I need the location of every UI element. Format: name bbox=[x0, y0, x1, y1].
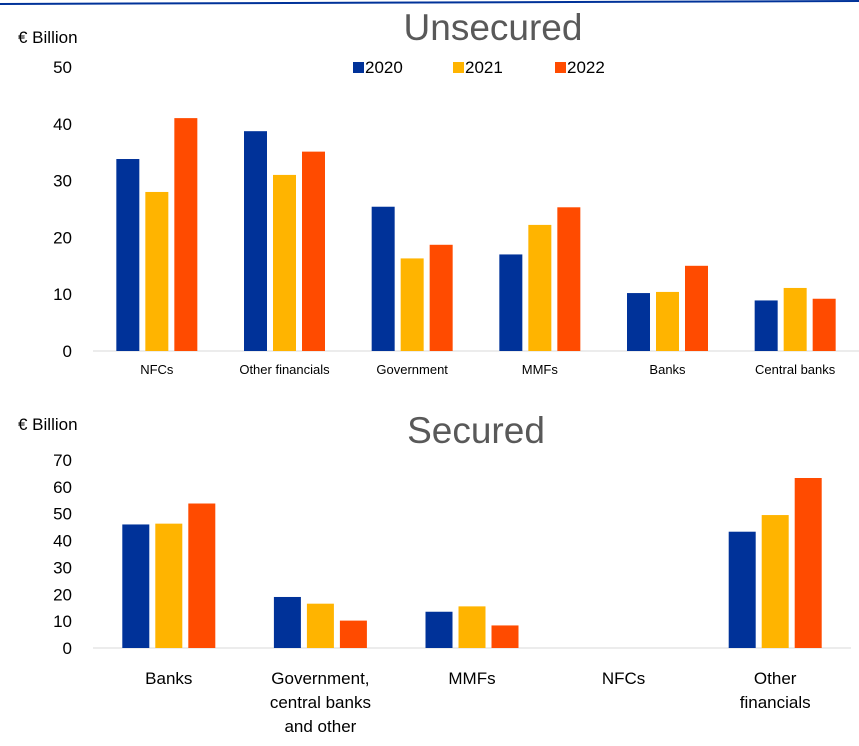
bar bbox=[685, 265, 708, 351]
y-tick-label: 30 bbox=[53, 172, 72, 191]
y-tick-label: 0 bbox=[63, 342, 72, 361]
header-line bbox=[0, 0, 859, 5]
y-tick-label: 70 bbox=[53, 451, 72, 470]
x-tick-label: Banks bbox=[145, 669, 192, 688]
bar bbox=[302, 151, 325, 351]
secured-y-ticks: 0 10 20 30 40 50 60 70 bbox=[53, 451, 72, 658]
bar bbox=[794, 477, 822, 648]
legend-swatch-2021 bbox=[453, 62, 464, 73]
bar bbox=[783, 287, 807, 351]
secured-x-ticks: Banks Government, central banks and other MM… bbox=[145, 669, 810, 736]
x-tick-label: MMFs bbox=[522, 362, 559, 377]
bar bbox=[339, 620, 367, 648]
bar bbox=[188, 503, 216, 648]
bar bbox=[155, 523, 183, 648]
bar bbox=[273, 174, 296, 351]
legend-label-2021: 2021 bbox=[465, 58, 503, 77]
unsecured-title: Unsecured bbox=[404, 7, 583, 48]
y-tick-label: 20 bbox=[53, 585, 72, 604]
x-tick-label: Government, central banks and other bbox=[270, 669, 371, 736]
y-tick-label: 30 bbox=[53, 558, 72, 577]
y-tick-label: 60 bbox=[53, 478, 72, 497]
y-tick-label: 0 bbox=[63, 639, 72, 658]
secured-y-axis-label: € Billion bbox=[18, 415, 78, 434]
unsecured-y-axis-label: € Billion bbox=[18, 28, 78, 47]
bar bbox=[145, 191, 169, 351]
bar bbox=[306, 603, 334, 648]
secured-title: Secured bbox=[407, 410, 545, 451]
bar bbox=[400, 258, 424, 351]
y-tick-label: 40 bbox=[53, 532, 72, 551]
bar bbox=[627, 293, 650, 351]
bar bbox=[116, 159, 140, 351]
bar bbox=[812, 298, 836, 351]
bar bbox=[273, 596, 301, 648]
x-tick-label: Central banks bbox=[755, 362, 836, 377]
unsecured-bars bbox=[93, 118, 859, 352]
bar bbox=[174, 118, 198, 352]
y-tick-label: 10 bbox=[53, 285, 72, 304]
secured-bars bbox=[93, 477, 851, 649]
bar bbox=[728, 531, 756, 648]
unsecured-legend: 2020 2021 2022 bbox=[353, 58, 605, 77]
bar bbox=[122, 524, 150, 648]
bar bbox=[499, 254, 523, 351]
bar bbox=[425, 611, 453, 648]
y-tick-label: 20 bbox=[53, 228, 72, 247]
x-tick-label: NFCs bbox=[140, 362, 174, 377]
y-tick-label: 10 bbox=[53, 612, 72, 631]
x-tick-label: Government bbox=[376, 362, 448, 377]
unsecured-x-ticks: NFCs Other financials Government MMFs Banks C… bbox=[140, 362, 836, 377]
x-tick-label: Banks bbox=[649, 362, 686, 377]
unsecured-y-ticks: 0 10 20 30 40 50 bbox=[53, 58, 72, 361]
x-tick-label: MMFs bbox=[448, 669, 495, 688]
bar bbox=[754, 300, 778, 351]
legend-swatch-2022 bbox=[555, 62, 566, 73]
bar bbox=[491, 625, 519, 648]
bar bbox=[429, 244, 453, 351]
bar bbox=[528, 224, 552, 351]
bar bbox=[656, 291, 679, 351]
legend-label-2020: 2020 bbox=[365, 58, 403, 77]
bar bbox=[458, 606, 486, 648]
legend-swatch-2020 bbox=[353, 62, 364, 73]
x-tick-label: Other financials bbox=[239, 362, 330, 377]
bar bbox=[244, 131, 267, 351]
y-tick-label: 40 bbox=[53, 115, 72, 134]
x-tick-label: NFCs bbox=[602, 669, 645, 688]
legend-label-2022: 2022 bbox=[567, 58, 605, 77]
bar bbox=[557, 207, 581, 351]
x-tick-label: Other financials bbox=[740, 669, 811, 712]
bar bbox=[371, 206, 395, 351]
y-tick-label: 50 bbox=[53, 505, 72, 524]
bar bbox=[761, 515, 789, 648]
y-tick-label: 50 bbox=[53, 58, 72, 77]
